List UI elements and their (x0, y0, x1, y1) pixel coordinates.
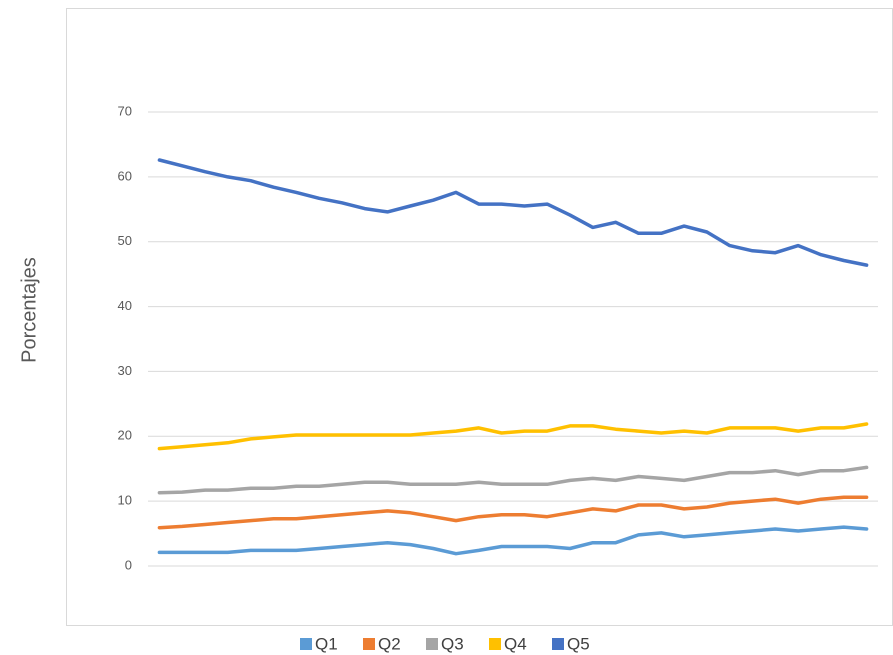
y-tick-label: 30 (118, 363, 132, 378)
y-tick-label: 70 (118, 103, 132, 118)
y-tick-label: 10 (118, 493, 132, 508)
legend: Q1 Q2 Q3 Q4 Q5 (300, 634, 590, 653)
legend-swatch (300, 638, 312, 650)
y-tick-label: 40 (118, 298, 132, 313)
legend-label: Q1 (315, 634, 338, 653)
legend-swatch (363, 638, 375, 650)
legend-label: Q3 (441, 634, 464, 653)
legend-swatch (426, 638, 438, 650)
legend-swatch (552, 638, 564, 650)
y-tick-label: 60 (118, 168, 132, 183)
legend-label: Q4 (504, 634, 527, 653)
y-tick-label: 0 (125, 557, 132, 572)
chart-border (66, 8, 893, 626)
line-series (157, 525, 869, 556)
line-series (157, 158, 869, 267)
legend-label: Q2 (378, 634, 401, 653)
legend-label: Q5 (567, 634, 590, 653)
line-series (157, 495, 869, 530)
y-axis-label: Porcentajes (18, 257, 40, 363)
y-tick-label: 20 (118, 428, 132, 443)
line-series (157, 422, 869, 451)
legend-swatch (489, 638, 501, 650)
line-series (157, 465, 869, 495)
y-tick-label: 50 (118, 233, 132, 248)
